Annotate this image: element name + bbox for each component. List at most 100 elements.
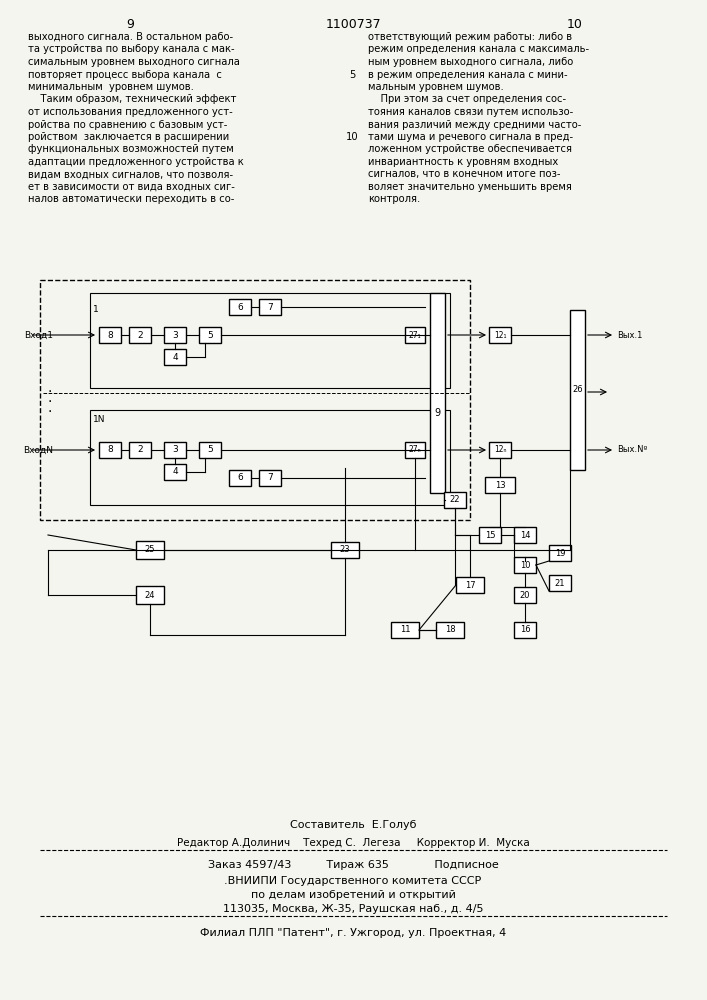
Bar — [259, 470, 281, 486]
Text: воляет значительно уменьшить время: воляет значительно уменьшить время — [368, 182, 572, 192]
Bar — [391, 622, 419, 638]
Bar — [549, 545, 571, 561]
Text: .ВНИИПИ Государственного комитета СССР: .ВНИИПИ Государственного комитета СССР — [224, 876, 481, 886]
Text: 3: 3 — [172, 330, 178, 340]
Text: 6: 6 — [237, 302, 243, 312]
Bar — [164, 442, 186, 458]
Text: мальным уровнем шумов.: мальным уровнем шумов. — [368, 82, 504, 92]
Bar — [136, 541, 164, 559]
Bar — [489, 327, 511, 343]
Text: 19: 19 — [555, 548, 566, 558]
Text: ответствующий режим работы: либо в: ответствующий режим работы: либо в — [368, 32, 572, 42]
Text: 7: 7 — [267, 474, 273, 483]
Text: ложенном устройстве обеспечивается: ложенном устройстве обеспечивается — [368, 144, 572, 154]
Text: 13: 13 — [495, 481, 506, 489]
Text: 1N: 1N — [93, 415, 105, 424]
Bar — [164, 327, 186, 343]
Text: в режим определения канала с мини-: в режим определения канала с мини- — [368, 70, 568, 80]
Text: 9: 9 — [126, 18, 134, 31]
Text: Редактор А.Долинич    Техред С.  Легеза     Корректор И.  Муска: Редактор А.Долинич Техред С. Легеза Корр… — [177, 838, 530, 848]
Text: 22: 22 — [450, 495, 460, 504]
Bar — [485, 477, 515, 493]
Text: Заказ 4597/43          Тираж 635             Подписное: Заказ 4597/43 Тираж 635 Подписное — [208, 860, 498, 870]
Text: Филиал ПЛП "Патент", г. Ужгород, ул. Проектная, 4: Филиал ПЛП "Патент", г. Ужгород, ул. Про… — [200, 928, 506, 938]
Bar — [259, 299, 281, 315]
Bar — [164, 464, 186, 480]
Text: 7: 7 — [267, 302, 273, 312]
Text: видам входных сигналов, что позволя-: видам входных сигналов, что позволя- — [28, 169, 233, 180]
Bar — [129, 442, 151, 458]
Text: При этом за счет определения сос-: При этом за счет определения сос- — [368, 95, 566, 104]
Text: 2: 2 — [137, 446, 143, 454]
Text: Таким образом, технический эффект: Таким образом, технический эффект — [28, 95, 236, 104]
Text: адаптации предложенного устройства к: адаптации предложенного устройства к — [28, 157, 244, 167]
Bar — [514, 587, 536, 603]
Text: 1100737: 1100737 — [325, 18, 381, 31]
Text: 24: 24 — [145, 590, 156, 599]
Text: Составитель  Е.Голуб: Составитель Е.Голуб — [290, 820, 416, 830]
Text: ройства по сравнению с базовым уст-: ройства по сравнению с базовым уст- — [28, 119, 228, 129]
Text: ным уровнем выходного сигнала, либо: ным уровнем выходного сигнала, либо — [368, 57, 573, 67]
Text: ет в зависимости от вида входных сиг-: ет в зависимости от вида входных сиг- — [28, 182, 235, 192]
Text: 5: 5 — [349, 70, 355, 80]
Text: 21: 21 — [555, 578, 566, 587]
Text: Вход1: Вход1 — [24, 330, 53, 340]
Text: 8: 8 — [107, 446, 113, 454]
Text: 12ₙ: 12ₙ — [493, 446, 506, 454]
Text: 27₁: 27₁ — [409, 330, 421, 340]
Text: Вых.1: Вых.1 — [617, 330, 643, 340]
Text: 6: 6 — [237, 474, 243, 483]
Bar — [479, 527, 501, 543]
Bar — [199, 442, 221, 458]
Bar — [229, 299, 251, 315]
Bar — [164, 349, 186, 365]
Text: 10: 10 — [520, 560, 530, 570]
Text: контроля.: контроля. — [368, 194, 420, 205]
Bar — [90, 293, 450, 388]
Text: ВходN: ВходN — [23, 446, 53, 454]
Bar — [129, 327, 151, 343]
Bar — [199, 327, 221, 343]
Bar — [40, 280, 470, 520]
Text: ·: · — [48, 405, 52, 419]
Bar — [136, 586, 164, 604]
Text: 20: 20 — [520, 590, 530, 599]
Text: 25: 25 — [145, 546, 156, 554]
Bar — [570, 310, 585, 470]
Text: ·: · — [48, 395, 52, 409]
Text: 2: 2 — [137, 330, 143, 340]
Text: 8: 8 — [107, 330, 113, 340]
Text: повторяет процесс выбора канала  с: повторяет процесс выбора канала с — [28, 70, 222, 80]
Text: ·: · — [48, 385, 52, 399]
Bar — [99, 442, 121, 458]
Text: 16: 16 — [520, 626, 530, 635]
Text: тояния каналов связи путем использо-: тояния каналов связи путем использо- — [368, 107, 573, 117]
Text: 23: 23 — [339, 546, 350, 554]
Text: 5: 5 — [207, 330, 213, 340]
Text: Вых.Nº: Вых.Nº — [617, 446, 648, 454]
Text: налов автоматически переходить в со-: налов автоматически переходить в со- — [28, 194, 235, 205]
Bar — [456, 577, 484, 593]
Bar — [514, 527, 536, 543]
Text: от использования предложенного уст-: от использования предложенного уст- — [28, 107, 233, 117]
Text: 3: 3 — [172, 446, 178, 454]
Bar — [331, 542, 359, 558]
Text: симальным уровнем выходного сигнала: симальным уровнем выходного сигнала — [28, 57, 240, 67]
Text: 5: 5 — [207, 446, 213, 454]
Bar — [405, 327, 425, 343]
Text: 12₁: 12₁ — [493, 330, 506, 340]
Bar — [549, 575, 571, 591]
Text: 18: 18 — [445, 626, 455, 635]
Bar — [90, 410, 450, 505]
Text: 113035, Москва, Ж-35, Раушская наб., д. 4/5: 113035, Москва, Ж-35, Раушская наб., д. … — [223, 904, 484, 914]
Text: тами шума и речевого сигнала в пред-: тами шума и речевого сигнала в пред- — [368, 132, 573, 142]
Text: ройством  заключается в расширении: ройством заключается в расширении — [28, 132, 229, 142]
Bar — [430, 293, 445, 493]
Text: минимальным  уровнем шумов.: минимальным уровнем шумов. — [28, 82, 194, 92]
Bar — [514, 557, 536, 573]
Bar — [514, 622, 536, 638]
Bar — [444, 492, 466, 508]
Text: 1: 1 — [93, 305, 99, 314]
Text: 14: 14 — [520, 530, 530, 540]
Bar — [99, 327, 121, 343]
